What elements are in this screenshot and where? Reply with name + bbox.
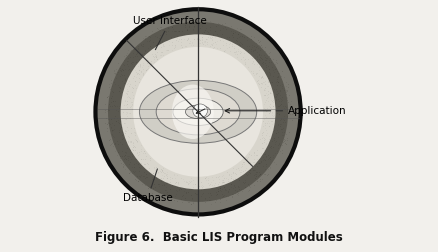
- Text: Figure 6.  Basic LIS Program Modules: Figure 6. Basic LIS Program Modules: [95, 231, 343, 244]
- Ellipse shape: [173, 98, 223, 125]
- Ellipse shape: [156, 89, 240, 135]
- Ellipse shape: [98, 11, 299, 212]
- Ellipse shape: [120, 34, 276, 189]
- Ellipse shape: [139, 80, 257, 143]
- Ellipse shape: [186, 105, 211, 119]
- Ellipse shape: [93, 7, 303, 216]
- Ellipse shape: [133, 47, 263, 177]
- Text: User Interface: User Interface: [133, 16, 207, 50]
- Text: Application: Application: [276, 106, 347, 116]
- Text: Database: Database: [123, 169, 173, 204]
- Ellipse shape: [193, 104, 208, 118]
- Ellipse shape: [108, 22, 288, 202]
- Ellipse shape: [172, 85, 214, 139]
